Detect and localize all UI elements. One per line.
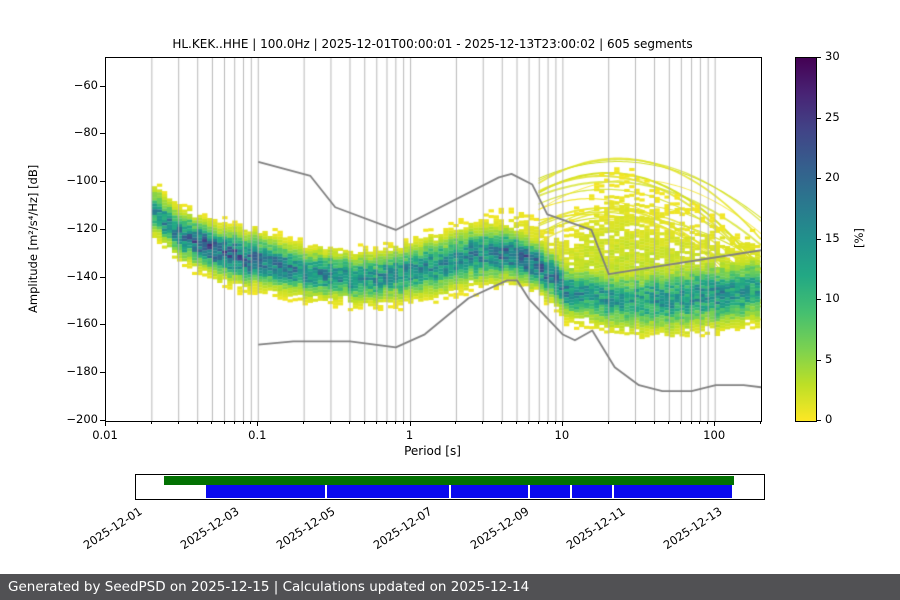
- y-tick-mark: [100, 85, 105, 87]
- ppsd-canvas: [106, 58, 761, 421]
- colorbar-tick-label: 15: [825, 230, 840, 245]
- timeline-date-label: 2025-12-05: [274, 504, 338, 553]
- x-tick-mark: [150, 421, 152, 424]
- timeline-blue-segment: [205, 485, 326, 498]
- x-tick-mark: [455, 421, 457, 424]
- y-tick-mark: [100, 228, 105, 230]
- x-tick-mark: [668, 421, 670, 424]
- timeline-date-label: 2025-12-13: [660, 504, 725, 553]
- x-tick-mark: [105, 421, 106, 426]
- x-tick-mark: [223, 421, 225, 424]
- x-tick-mark: [363, 421, 365, 424]
- timeline-date-label: 2025-12-01: [80, 504, 145, 553]
- y-tick-mark: [100, 276, 105, 278]
- y-tick-label: −100: [66, 173, 98, 188]
- x-tick-mark: [329, 421, 331, 424]
- colorbar-label: [%]: [852, 228, 866, 249]
- colorbar-tick-mark: [817, 238, 821, 240]
- timeline-date-label: 2025-12-11: [564, 504, 628, 553]
- x-tick-mark: [402, 421, 404, 424]
- x-tick-mark: [516, 421, 518, 424]
- x-tick-mark: [554, 421, 556, 424]
- colorbar-tick-mark: [817, 359, 821, 361]
- x-tick-mark: [699, 421, 701, 424]
- timeline-blue-segment: [530, 485, 571, 498]
- x-tick-mark: [707, 421, 709, 424]
- y-tick-label: −120: [66, 220, 98, 235]
- x-tick-mark: [528, 421, 530, 424]
- x-axis-label: Period [s]: [404, 444, 461, 458]
- x-tick-mark: [385, 421, 387, 424]
- x-tick-label: 10: [554, 428, 570, 442]
- y-tick-label: −200: [66, 412, 98, 426]
- x-tick-mark: [760, 421, 761, 424]
- x-tick-mark: [482, 421, 484, 424]
- colorbar-tick-label: 25: [825, 109, 840, 124]
- y-tick-mark: [100, 372, 105, 374]
- x-tick-mark: [257, 421, 259, 426]
- timeline-green-segment: [163, 476, 735, 485]
- footer-bar: Generated by SeedPSD on 2025-12-15 | Cal…: [0, 574, 900, 600]
- x-tick-mark: [409, 421, 411, 426]
- y-tick-mark: [100, 133, 105, 135]
- y-tick-mark: [100, 324, 105, 326]
- timeline-date-label: 2025-12-07: [370, 504, 435, 553]
- x-tick-mark: [196, 421, 198, 424]
- colorbar-tick-label: 5: [825, 351, 833, 366]
- y-tick-label: −60: [73, 77, 98, 92]
- x-tick-mark: [690, 421, 692, 424]
- footer-text: Generated by SeedPSD on 2025-12-15 | Cal…: [8, 579, 530, 595]
- x-tick-mark: [653, 421, 655, 424]
- colorbar-tick-label: 0: [825, 412, 833, 426]
- figure-title: HL.KEK..HHE | 100.0Hz | 2025-12-01T00:00…: [172, 37, 693, 51]
- y-tick-label: −180: [66, 364, 98, 379]
- x-tick-mark: [634, 421, 636, 424]
- plot-area: [105, 57, 762, 422]
- colorbar-tick-label: 30: [825, 49, 840, 63]
- x-tick-label: 1: [405, 428, 414, 442]
- timeline-date-label: 2025-12-09: [467, 504, 532, 553]
- x-tick-mark: [394, 421, 396, 424]
- x-tick-label: 100: [703, 428, 726, 442]
- x-tick-label: 0.1: [248, 428, 267, 442]
- colorbar-tick-mark: [817, 420, 821, 421]
- x-tick-mark: [242, 421, 244, 424]
- timeline-blue-segment: [613, 485, 732, 498]
- y-tick-label: −80: [73, 125, 98, 140]
- timeline-blue-segment: [326, 485, 449, 498]
- x-tick-mark: [607, 421, 609, 424]
- colorbar-tick-mark: [817, 178, 821, 179]
- x-tick-mark: [714, 421, 716, 426]
- x-tick-mark: [547, 421, 549, 424]
- timeline-date-label: 2025-12-03: [177, 504, 242, 553]
- colorbar-tick-mark: [817, 299, 821, 300]
- y-tick-label: −160: [66, 316, 98, 331]
- colorbar-tick-label: 20: [825, 170, 840, 184]
- x-tick-mark: [233, 421, 235, 424]
- x-tick-mark: [561, 421, 563, 426]
- y-tick-mark: [100, 420, 105, 421]
- colorbar-tick-label: 10: [825, 291, 840, 305]
- x-tick-mark: [538, 421, 540, 424]
- y-tick-mark: [100, 181, 105, 183]
- x-tick-mark: [250, 421, 252, 424]
- x-tick-label: 0.01: [92, 428, 118, 442]
- timeline-bar: [135, 474, 765, 500]
- colorbar-tick-mark: [817, 57, 821, 58]
- colorbar-tick-mark: [817, 117, 821, 119]
- x-tick-mark: [375, 421, 377, 424]
- timeline-blue-segment: [572, 485, 612, 498]
- y-axis-label: Amplitude [m²/s⁴/Hz] [dB]: [26, 164, 40, 313]
- x-tick-mark: [211, 421, 213, 424]
- x-tick-mark: [348, 421, 350, 424]
- colorbar: [795, 57, 817, 422]
- x-tick-mark: [680, 421, 682, 424]
- timeline-blue-segment: [450, 485, 529, 498]
- x-tick-mark: [177, 421, 179, 424]
- y-tick-label: −140: [66, 268, 98, 283]
- x-tick-mark: [303, 421, 305, 424]
- x-tick-mark: [501, 421, 503, 424]
